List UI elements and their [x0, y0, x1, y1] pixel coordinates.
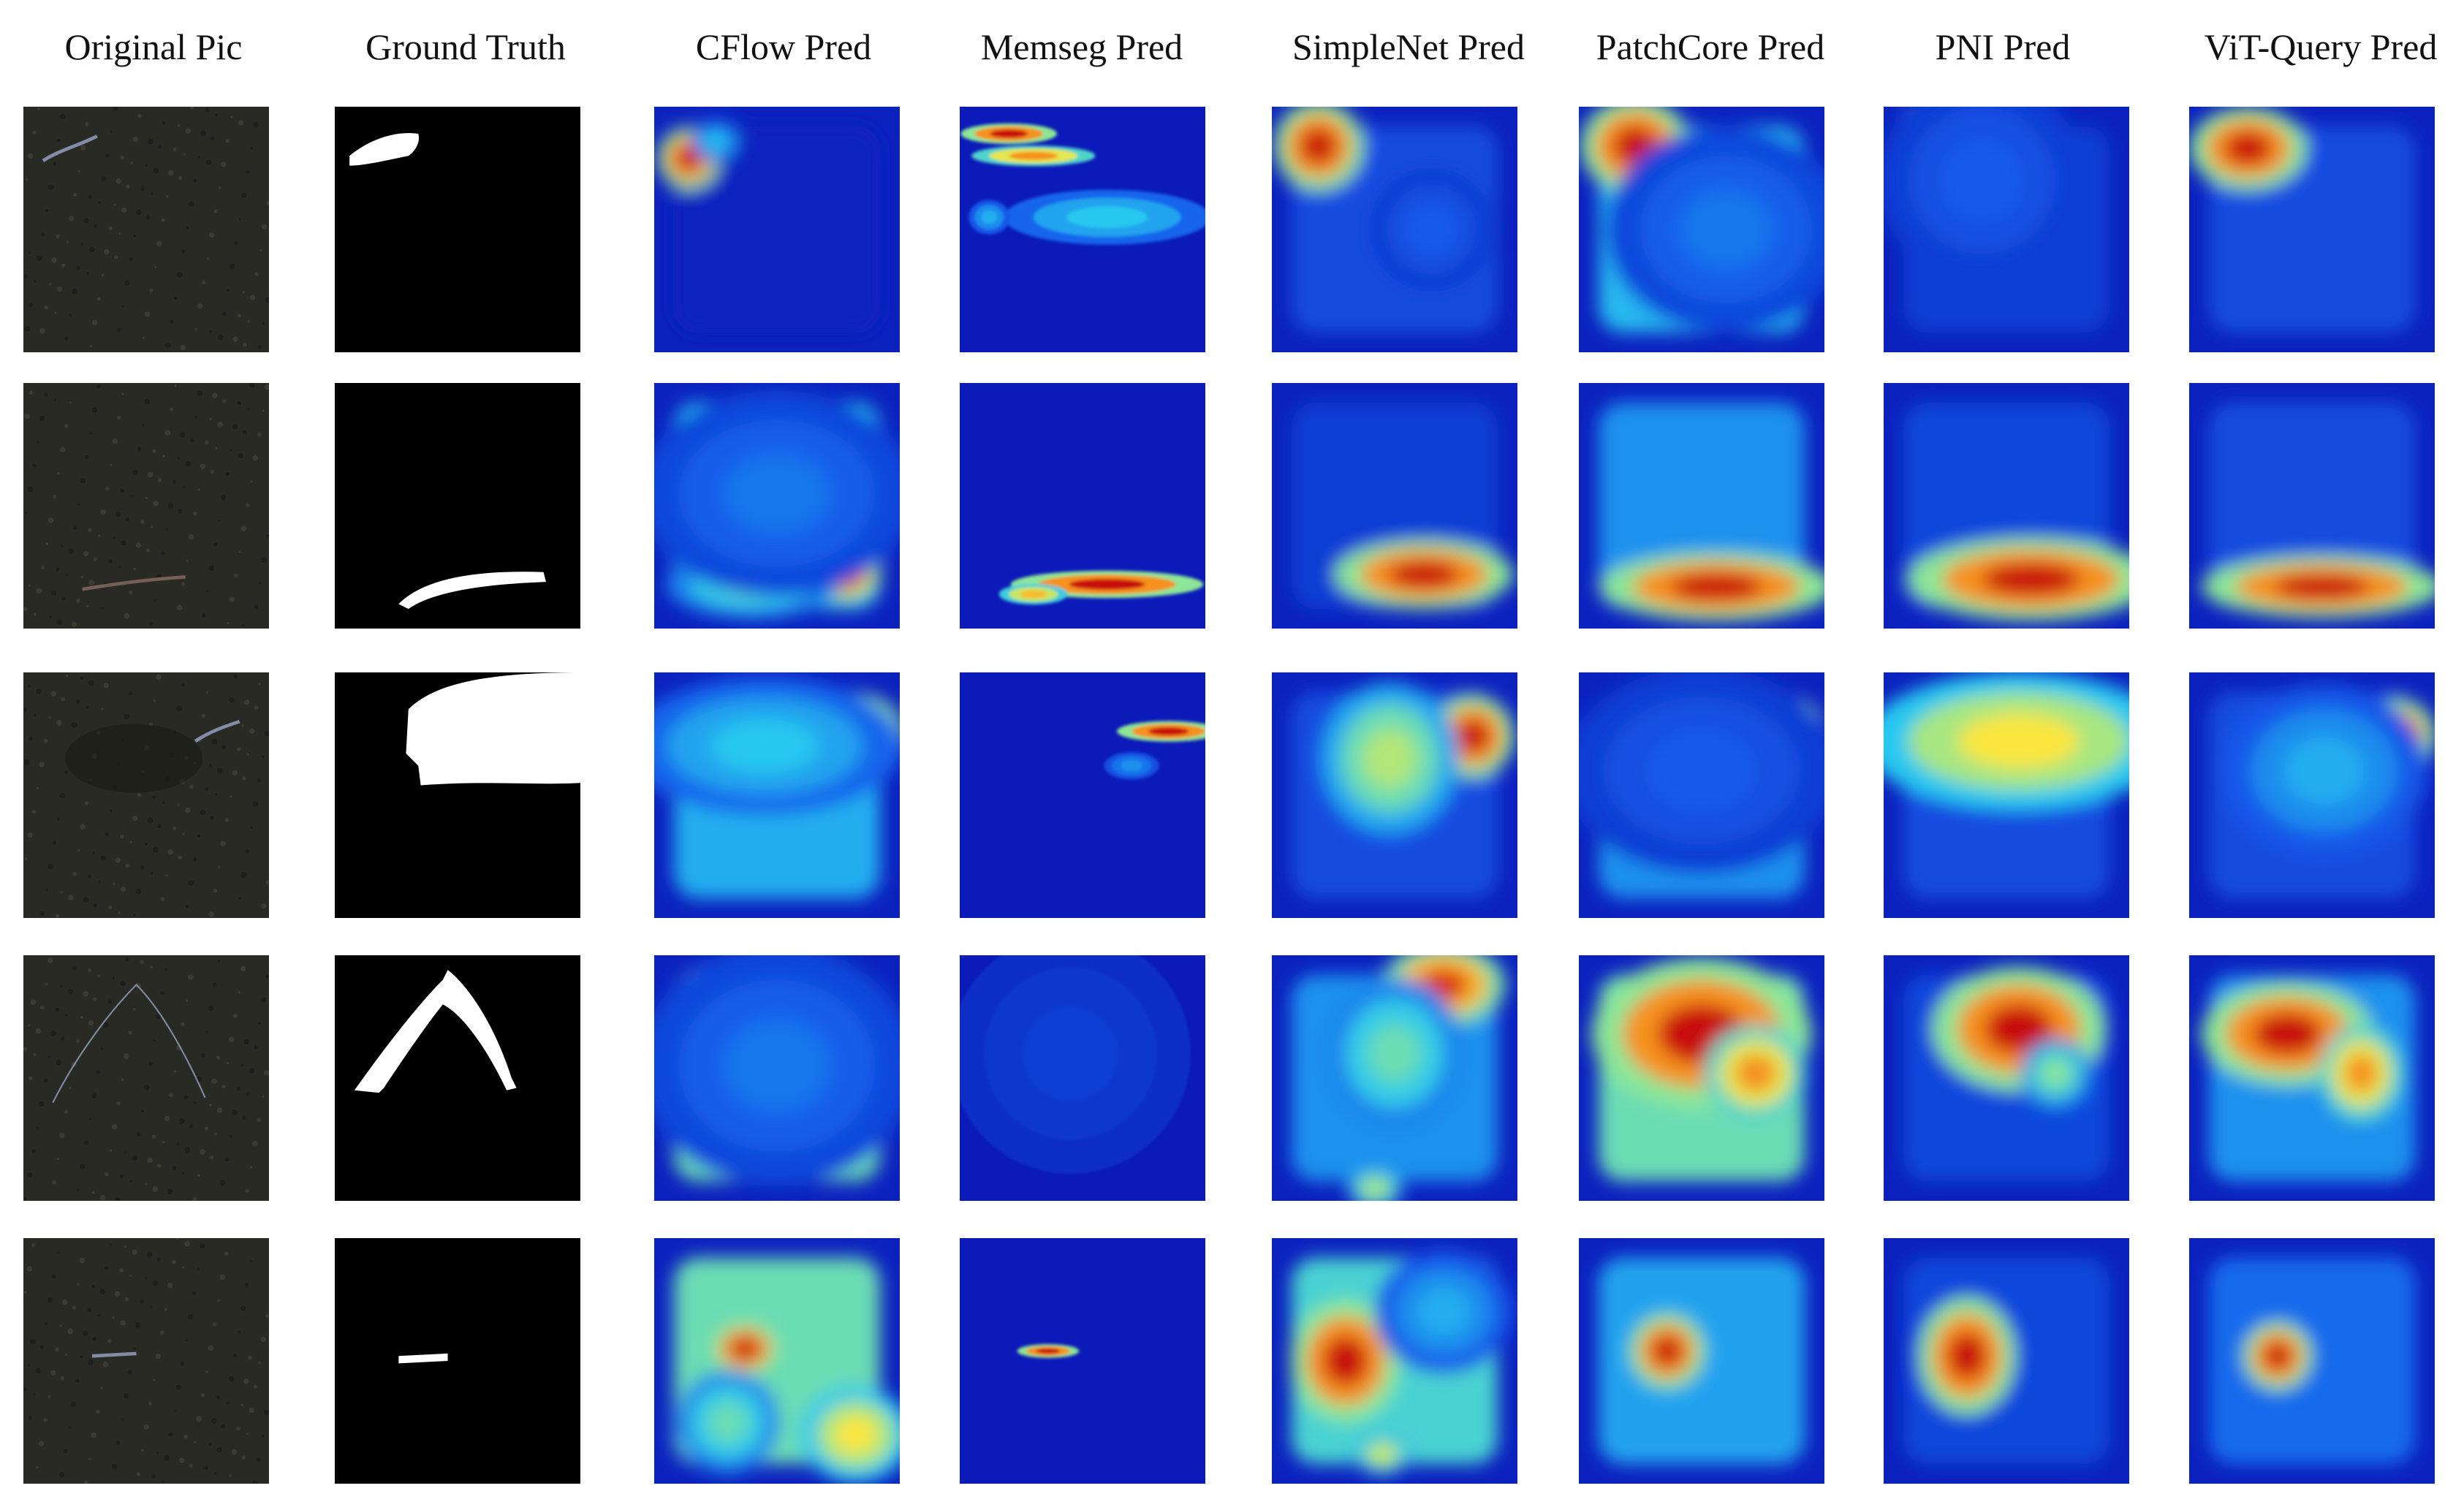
- prediction-heatmap: [1272, 955, 1517, 1201]
- ground-truth-mask: [335, 1238, 580, 1484]
- prediction-heatmap: [654, 107, 900, 352]
- prediction-heatmap: [960, 107, 1205, 352]
- prediction-heatmap: [1579, 107, 1824, 352]
- prediction-heatmap: [1579, 1238, 1824, 1484]
- ground-truth-mask: [335, 955, 580, 1201]
- ground-truth-mask: [335, 672, 580, 918]
- prediction-heatmap: [1272, 672, 1517, 918]
- column-header: Original Pic: [64, 26, 243, 67]
- column-header: PatchCore Pred: [1596, 26, 1825, 67]
- prediction-heatmap: [654, 672, 900, 918]
- prediction-heatmap: [654, 1238, 900, 1484]
- prediction-heatmap: [1579, 955, 1824, 1201]
- prediction-heatmap: [960, 955, 1205, 1201]
- original-image: [23, 955, 269, 1201]
- prediction-heatmap: [1272, 1238, 1517, 1484]
- prediction-heatmap: [1579, 672, 1824, 918]
- prediction-heatmap: [2189, 107, 2435, 352]
- original-image: [23, 107, 269, 352]
- ground-truth-mask: [335, 107, 580, 352]
- prediction-heatmap: [1884, 107, 2129, 352]
- column-header: CFlow Pred: [695, 26, 872, 67]
- prediction-heatmap: [2189, 955, 2435, 1201]
- prediction-heatmap: [2189, 1238, 2435, 1484]
- prediction-heatmap: [960, 1238, 1205, 1484]
- prediction-heatmap: [1884, 672, 2129, 918]
- column-header: Memseg Pred: [980, 26, 1183, 67]
- prediction-heatmap: [1272, 107, 1517, 352]
- prediction-heatmap: [1272, 383, 1517, 629]
- column-header: ViT-Query Pred: [2204, 26, 2438, 67]
- prediction-heatmap: [1884, 383, 2129, 629]
- original-image: [23, 1238, 269, 1484]
- original-image: [23, 383, 269, 629]
- column-header: SimpleNet Pred: [1292, 26, 1525, 67]
- original-image: [23, 672, 269, 918]
- ground-truth-mask: [335, 383, 580, 629]
- prediction-heatmap: [1884, 1238, 2129, 1484]
- prediction-heatmap: [960, 383, 1205, 629]
- prediction-heatmap: [1884, 955, 2129, 1201]
- prediction-heatmap: [654, 383, 900, 629]
- prediction-heatmap: [2189, 672, 2435, 918]
- prediction-heatmap: [1579, 383, 1824, 629]
- prediction-heatmap: [654, 955, 900, 1201]
- column-header: Ground Truth: [365, 26, 566, 67]
- column-header: PNI Pred: [1935, 26, 2071, 67]
- prediction-heatmap: [960, 672, 1205, 918]
- prediction-heatmap: [2189, 383, 2435, 629]
